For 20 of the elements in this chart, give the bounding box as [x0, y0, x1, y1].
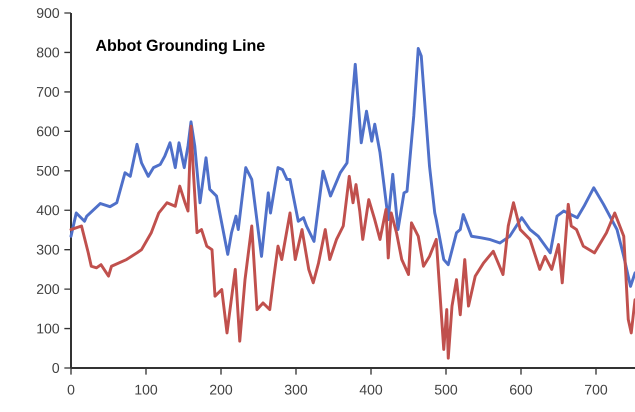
y-tick-label: 100	[37, 324, 60, 334]
x-tick-label: 300	[284, 384, 308, 395]
y-tick-label: 600	[36, 126, 60, 136]
x-tick-label: 100	[135, 384, 158, 395]
y-tick-label: 300	[36, 244, 60, 255]
x-tick-label: 500	[434, 384, 458, 395]
y-tick-label: 700	[36, 86, 60, 97]
y-tick-label: 900	[36, 8, 60, 18]
text: Abbot Grounding Line	[96, 39, 265, 54]
y-tick-label: 400	[36, 205, 60, 216]
line-series	[70, 124, 635, 360]
x-tick-label: 200	[210, 384, 232, 395]
x-tick-label: 0	[68, 384, 74, 395]
x-tick-label: 600	[510, 384, 532, 395]
y-tick-label: 500	[36, 166, 60, 176]
y-tick-label: 200	[36, 284, 60, 294]
y-tick-label: 800	[36, 48, 60, 58]
x-tick-label: 700	[585, 384, 608, 395]
x-tick-label: 400	[360, 384, 382, 395]
y-tick-label: 0	[52, 363, 60, 373]
